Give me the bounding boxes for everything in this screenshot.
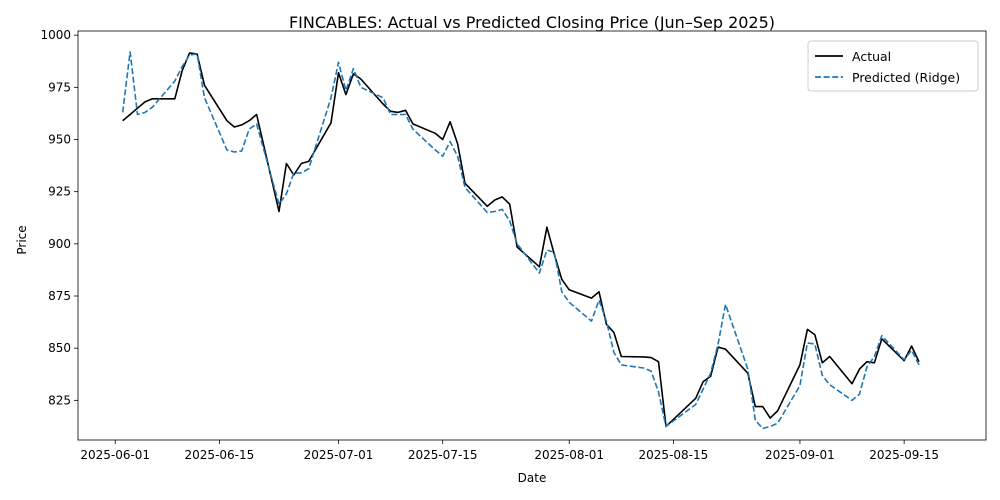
legend-label-predicted: Predicted (Ridge) bbox=[852, 70, 960, 85]
y-axis-ticks: 825 850 875 900 925 950 975 1000 bbox=[40, 28, 78, 407]
legend-frame bbox=[807, 40, 979, 92]
y-tick-label: 850 bbox=[48, 341, 71, 355]
legend-label-actual: Actual bbox=[852, 49, 891, 64]
y-tick-label: 950 bbox=[48, 133, 71, 147]
x-tick-label: 2025-07-15 bbox=[408, 448, 478, 462]
y-tick-label: 1000 bbox=[40, 28, 71, 42]
plot-frame bbox=[77, 30, 987, 441]
x-axis-ticks: 2025-06-01 2025-06-15 2025-07-01 2025-07-15… bbox=[80, 440, 939, 462]
series-line-actual bbox=[122, 52, 920, 428]
chart-title: FINCABLES: Actual vs Predicted Closing P… bbox=[289, 13, 775, 32]
x-axis-label: Date bbox=[518, 471, 547, 485]
x-tick-label: 2025-08-15 bbox=[639, 448, 709, 462]
x-tick-label: 2025-07-01 bbox=[304, 448, 374, 462]
y-tick-label: 925 bbox=[48, 185, 71, 199]
x-tick-label: 2025-09-01 bbox=[765, 448, 835, 462]
x-tick-label: 2025-09-15 bbox=[869, 448, 939, 462]
plot-area bbox=[121, 51, 920, 430]
y-tick-label: 825 bbox=[48, 393, 71, 407]
x-tick-label: 2025-06-01 bbox=[80, 448, 150, 462]
x-tick-label: 2025-08-01 bbox=[534, 448, 604, 462]
y-tick-label: 875 bbox=[48, 289, 71, 303]
y-tick-label: 900 bbox=[48, 237, 71, 251]
series-line-predicted-ridge bbox=[121, 51, 920, 430]
legend: Actual Predicted (Ridge) bbox=[807, 40, 979, 92]
x-tick-label: 2025-06-15 bbox=[185, 448, 255, 462]
y-axis-label: Price bbox=[15, 225, 29, 254]
y-tick-label: 975 bbox=[48, 80, 71, 94]
